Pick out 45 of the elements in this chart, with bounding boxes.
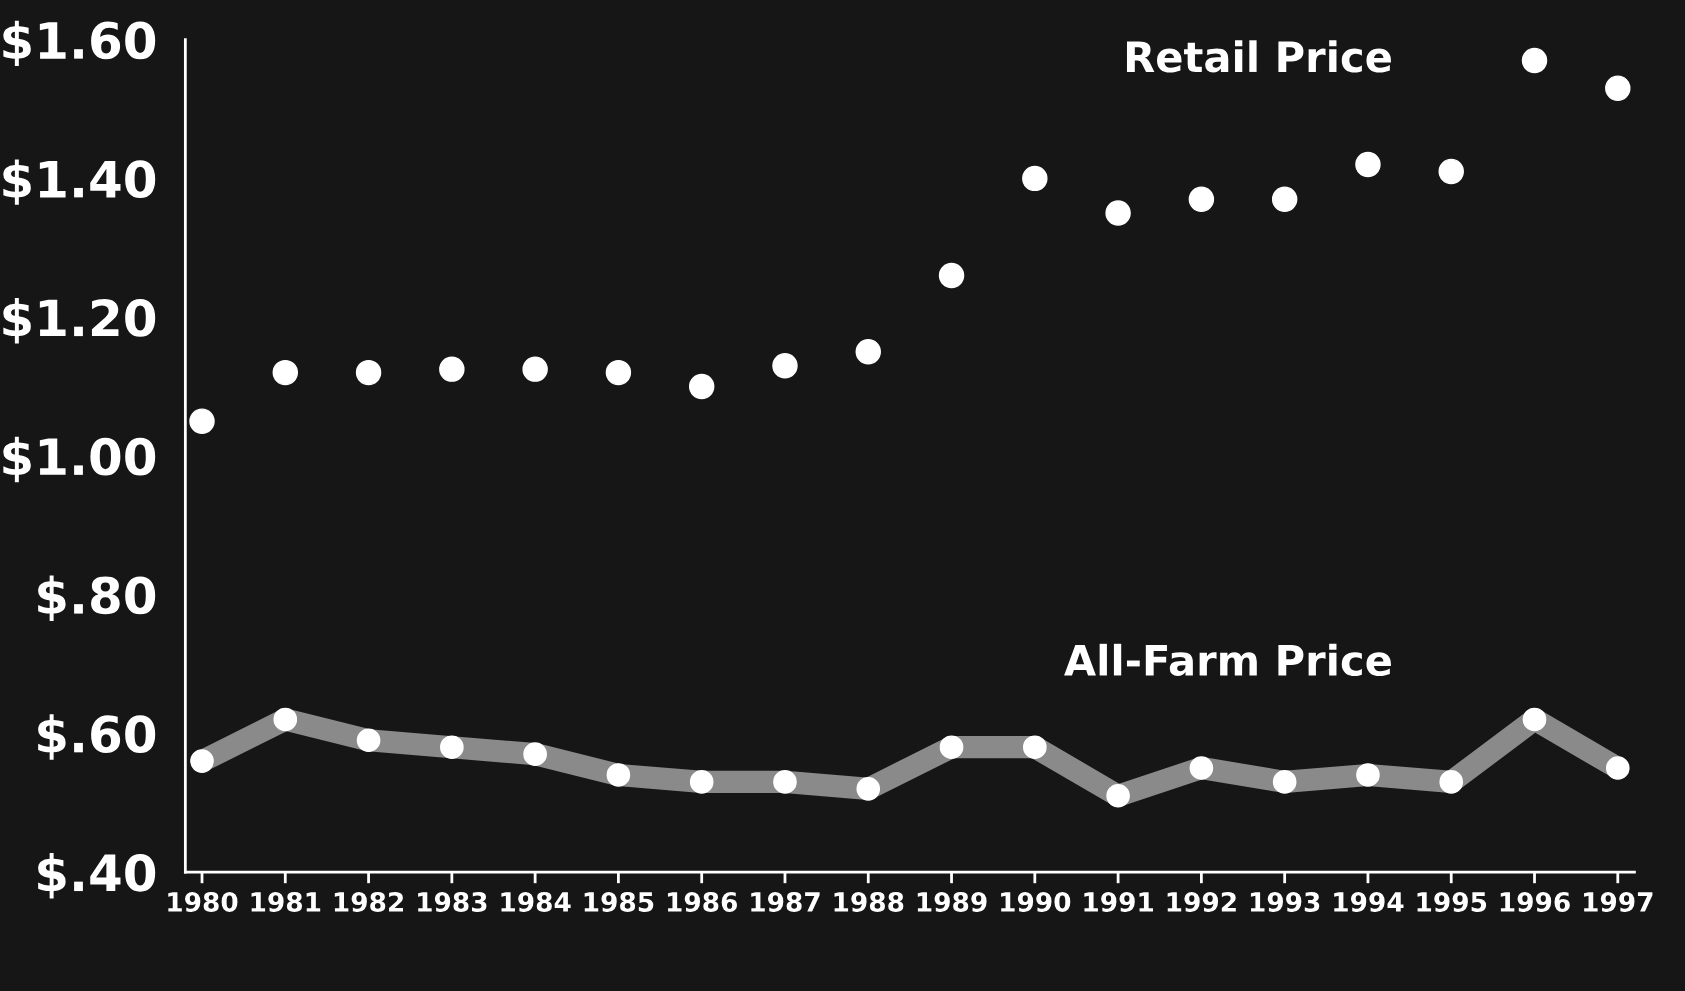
y-tick-label: $.40 (38, 853, 156, 899)
y-tick-label: $1.00 (3, 436, 156, 483)
x-tick-label: 1993 (1250, 891, 1320, 912)
point (938, 262, 965, 289)
x-tick-label: 1996 (1500, 892, 1570, 912)
x-tick-label: 1983 (418, 891, 487, 912)
point (355, 359, 382, 386)
point (189, 408, 215, 434)
point (1521, 47, 1548, 74)
point (439, 356, 465, 382)
point (1605, 75, 1631, 101)
point (1355, 151, 1381, 178)
point (605, 359, 632, 386)
x-tick-label: 1986 (667, 891, 737, 912)
x-tick-label: 1995 (1417, 892, 1487, 912)
x-tick-label: 1994 (1334, 892, 1404, 912)
point (688, 373, 715, 400)
x-tick-label: 1988 (834, 891, 904, 912)
point (1105, 200, 1131, 226)
y-tick-label: $1.60 (3, 20, 156, 66)
point (522, 356, 548, 382)
point (772, 352, 798, 379)
point (1271, 186, 1298, 212)
y-tick-label: $.80 (38, 575, 156, 621)
x-tick-label: 1984 (501, 891, 571, 912)
point (1022, 165, 1048, 192)
x-tick-label: 1981 (251, 891, 321, 912)
point (1438, 158, 1464, 185)
y-tick-label: $1.20 (3, 298, 156, 344)
x-tick-label: 1992 (1167, 891, 1236, 912)
x-tick-label: 1985 (584, 891, 654, 912)
x-tick-label: 1991 (1084, 892, 1154, 912)
point (855, 339, 881, 365)
point (1188, 186, 1215, 212)
x-tick-label: 1990 (1001, 891, 1071, 912)
x-tick-label: 1997 (1584, 892, 1653, 912)
x-tick-label: 1980 (168, 891, 238, 912)
point (272, 359, 299, 386)
x-tick-label: 1989 (917, 891, 987, 912)
x-tick-label: 1987 (751, 891, 820, 912)
y-tick-label: $1.40 (3, 159, 156, 205)
series-label: All-Farm Price (1064, 643, 1391, 677)
y-tick-label: $.60 (38, 714, 156, 760)
x-tick-label: 1982 (334, 891, 403, 912)
series-label: Retail Price (1126, 40, 1391, 73)
